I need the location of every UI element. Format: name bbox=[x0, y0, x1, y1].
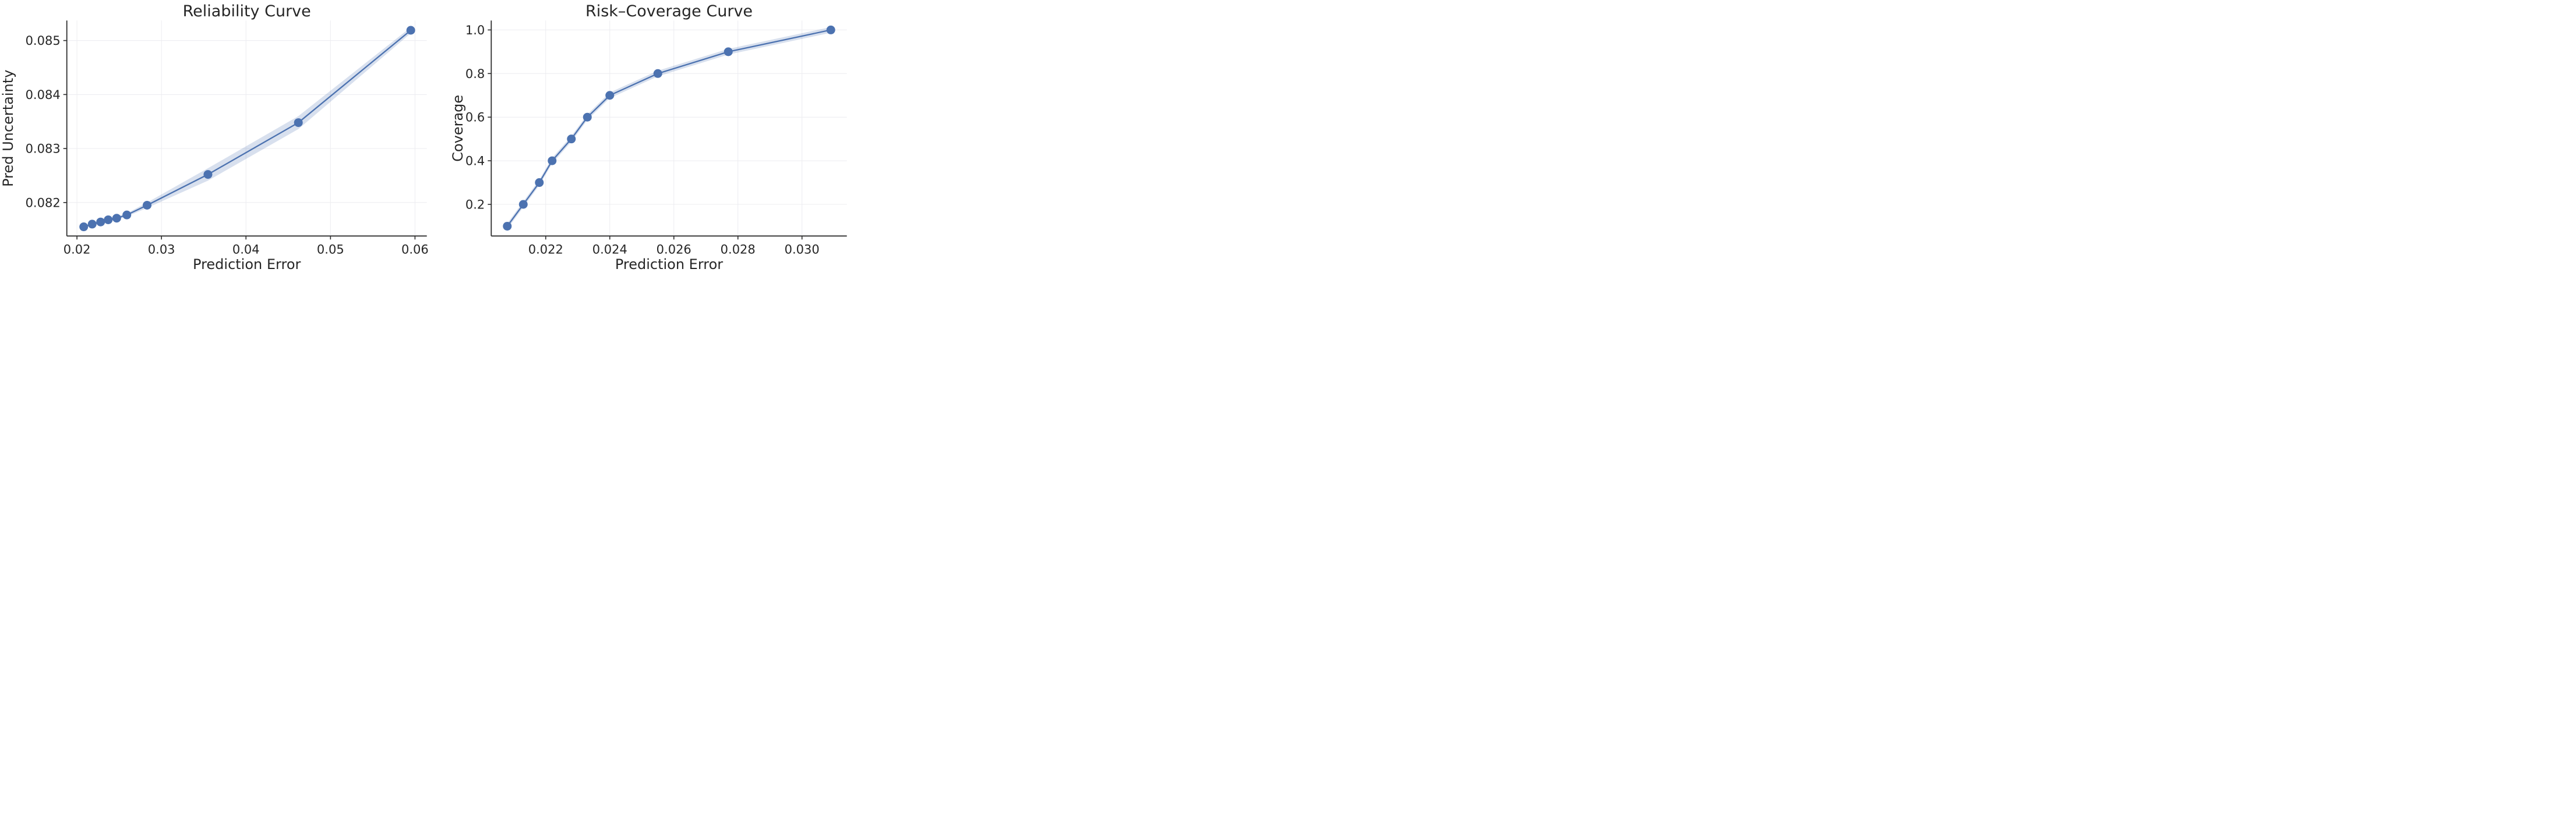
confidence-band bbox=[507, 27, 831, 229]
data-point bbox=[653, 69, 662, 78]
data-point bbox=[583, 112, 592, 122]
axes: 0.022 0.024 0.026 0.028 0.030 0.2 0.4 0.6 0.8 1.0 bbox=[465, 20, 847, 256]
series-line bbox=[83, 29, 412, 228]
y-tick-label: 0.084 bbox=[26, 88, 61, 102]
x-tick-label: 0.026 bbox=[657, 242, 691, 256]
x-axis-label: Prediction Error bbox=[193, 256, 301, 273]
y-tick-label: 0.2 bbox=[465, 197, 485, 211]
y-axis-label: Coverage bbox=[450, 95, 466, 162]
y-tick-label: 0.083 bbox=[26, 142, 61, 156]
data-point bbox=[724, 47, 733, 56]
data-point bbox=[294, 118, 303, 128]
y-tick-label: 0.6 bbox=[465, 111, 485, 125]
confidence-band-area bbox=[83, 27, 411, 228]
x-axis-label: Prediction Error bbox=[615, 256, 723, 273]
plot-title: Reliability Curve bbox=[183, 2, 311, 20]
x-tick-label: 0.02 bbox=[63, 242, 91, 256]
x-tick-label: 0.024 bbox=[592, 242, 627, 256]
reliability-curve-plot: 0.02 0.03 0.04 0.05 0.06 0.082 0.083 0.084 0.085… bbox=[0, 2, 429, 273]
y-tick-label: 0.085 bbox=[26, 34, 61, 48]
plot-title: Risk–Coverage Curve bbox=[585, 2, 753, 20]
data-point bbox=[87, 220, 97, 229]
data-point bbox=[518, 200, 528, 209]
data-point bbox=[605, 91, 615, 100]
x-tick-label: 0.030 bbox=[785, 242, 820, 256]
data-point bbox=[826, 25, 835, 34]
y-tick-label: 0.4 bbox=[465, 154, 485, 168]
data-point bbox=[112, 214, 121, 223]
confidence-band bbox=[83, 27, 411, 228]
x-tick-label: 0.05 bbox=[317, 242, 344, 256]
data-point bbox=[79, 222, 89, 232]
y-tick-label: 0.082 bbox=[26, 196, 61, 210]
risk-coverage-curve-plot: 0.022 0.024 0.026 0.028 0.030 0.2 0.4 0.6 0.8 1.0… bbox=[450, 2, 847, 273]
x-tick-label: 0.03 bbox=[148, 242, 175, 256]
data-point bbox=[503, 221, 512, 231]
line-series bbox=[503, 25, 835, 231]
data-point bbox=[143, 200, 152, 210]
line-series bbox=[79, 26, 415, 232]
x-tick-label: 0.028 bbox=[721, 242, 756, 256]
reliability-risk-coverage-figure: 0.02 0.03 0.04 0.05 0.06 0.082 0.083 0.084 0.085… bbox=[0, 2, 847, 273]
x-tick-label: 0.04 bbox=[232, 242, 260, 256]
confidence-band-area bbox=[507, 27, 831, 229]
grid bbox=[66, 20, 427, 236]
x-tick-label: 0.022 bbox=[528, 242, 563, 256]
data-point bbox=[122, 210, 132, 220]
data-point bbox=[535, 178, 544, 187]
y-tick-label: 0.8 bbox=[465, 67, 485, 81]
data-point bbox=[567, 135, 576, 144]
grid bbox=[491, 20, 847, 236]
y-tick-label: 1.0 bbox=[465, 23, 485, 37]
axes: 0.02 0.03 0.04 0.05 0.06 0.082 0.083 0.084 0.085 bbox=[26, 20, 429, 256]
figure: 0.02 0.03 0.04 0.05 0.06 0.082 0.083 0.084 0.085… bbox=[0, 0, 859, 276]
series-line bbox=[506, 29, 832, 227]
data-point bbox=[203, 170, 213, 179]
data-point bbox=[104, 215, 113, 224]
x-tick-label: 0.06 bbox=[401, 242, 429, 256]
data-point bbox=[548, 156, 557, 165]
data-point bbox=[406, 26, 415, 35]
data-point bbox=[96, 217, 105, 227]
y-axis-label: Pred Uncertainty bbox=[0, 70, 16, 187]
